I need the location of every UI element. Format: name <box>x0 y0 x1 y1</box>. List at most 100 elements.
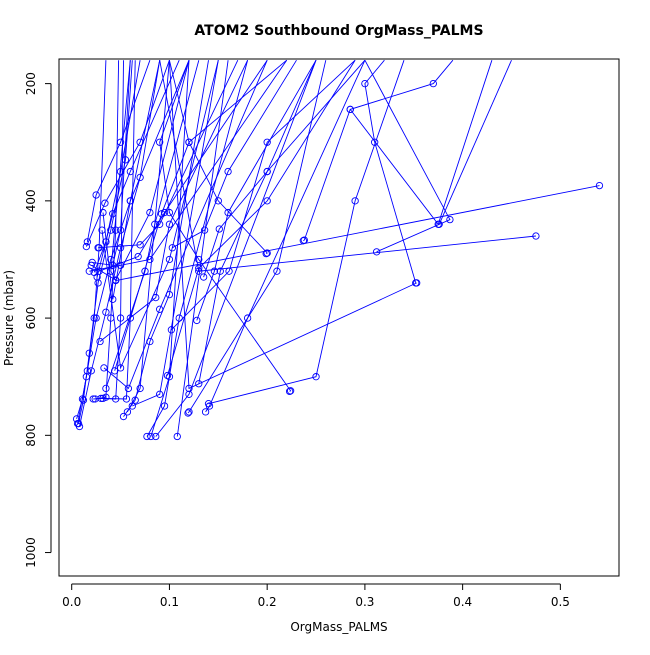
data-point <box>185 138 193 146</box>
data-point <box>91 395 99 403</box>
data-point <box>595 181 604 190</box>
y-tick-label: 800 <box>24 424 38 447</box>
data-point <box>87 367 95 375</box>
series-line <box>91 60 190 281</box>
series-4 <box>72 60 107 423</box>
data-point <box>126 167 134 176</box>
data-point <box>85 267 93 275</box>
data-point <box>102 393 110 401</box>
data-point <box>128 402 136 410</box>
data-point <box>109 261 117 269</box>
series-48 <box>88 60 131 269</box>
series-29 <box>361 59 420 287</box>
data-point <box>75 422 84 431</box>
data-point <box>286 387 295 395</box>
data-point <box>429 79 437 88</box>
data-point <box>156 138 164 146</box>
series-32 <box>159 60 540 275</box>
series-line <box>171 59 356 331</box>
y-tick-label: 200 <box>24 72 38 95</box>
series-10 <box>152 60 317 441</box>
data-point <box>168 244 177 252</box>
series-line <box>196 59 317 321</box>
data-point <box>185 384 193 393</box>
data-point <box>112 226 120 234</box>
series-22 <box>167 59 356 334</box>
series-13 <box>123 60 170 416</box>
data-point <box>195 380 203 388</box>
x-tick-label: 0.1 <box>160 595 179 609</box>
series-line <box>114 59 287 371</box>
data-point <box>92 191 100 199</box>
series-20 <box>199 60 317 281</box>
series-17 <box>201 60 366 416</box>
data-point <box>224 208 232 217</box>
data-point <box>90 314 98 322</box>
data-point <box>165 255 174 264</box>
data-point <box>167 326 176 334</box>
series-43 <box>100 60 268 393</box>
data-point <box>160 208 169 217</box>
series-11 <box>173 60 229 441</box>
data-point <box>263 138 271 146</box>
series-47 <box>85 59 288 275</box>
series-line <box>364 59 451 253</box>
data-point <box>146 208 154 217</box>
series-line <box>208 60 405 405</box>
series-42 <box>96 60 249 346</box>
series-37 <box>93 60 180 281</box>
data-point <box>193 316 201 325</box>
series-line <box>86 60 151 242</box>
x-tick-label: 0.4 <box>453 595 472 609</box>
data-point <box>285 387 294 396</box>
data-point <box>116 364 125 372</box>
series-36 <box>82 60 170 251</box>
x-tick-label: 0.0 <box>62 595 81 609</box>
data-point <box>111 367 119 375</box>
data-point <box>82 242 91 251</box>
data-point <box>199 273 208 281</box>
series-line <box>101 60 219 370</box>
data-point <box>96 337 104 346</box>
data-point <box>263 249 271 257</box>
data-point <box>116 244 125 252</box>
data-point <box>210 267 219 275</box>
series-9 <box>147 60 190 441</box>
x-axis-label: OrgMass_PALMS <box>290 620 387 634</box>
data-point <box>79 396 88 404</box>
data-point <box>92 314 100 322</box>
data-point <box>95 267 103 275</box>
series-line <box>187 60 327 414</box>
series-line <box>110 60 600 282</box>
series-line <box>89 59 288 272</box>
data-point <box>109 210 117 218</box>
series-line <box>203 60 317 278</box>
data-point <box>160 402 169 410</box>
series-25 <box>168 60 271 258</box>
data-point <box>263 197 271 205</box>
series-line <box>159 60 536 272</box>
series-line <box>103 60 268 390</box>
series-38 <box>102 60 200 393</box>
data-point <box>136 173 144 182</box>
data-point <box>216 267 224 275</box>
data-point <box>346 105 354 114</box>
chart-title: ATOM2 Southbound OrgMass_PALMS <box>194 23 483 39</box>
data-point <box>109 295 117 303</box>
data-point <box>165 373 174 381</box>
y-tick-label: 400 <box>24 189 38 212</box>
series-line <box>127 60 170 413</box>
data-point <box>156 305 164 313</box>
series-45 <box>99 60 161 303</box>
data-point <box>107 226 115 234</box>
data-point <box>126 197 134 205</box>
data-point <box>205 402 214 410</box>
data-point <box>147 432 155 441</box>
data-point <box>184 409 192 417</box>
data-point <box>136 241 144 249</box>
data-point <box>100 364 108 372</box>
data-point <box>119 412 128 421</box>
x-tick-label: 0.2 <box>258 595 277 609</box>
x-tick-label: 0.3 <box>355 595 374 609</box>
